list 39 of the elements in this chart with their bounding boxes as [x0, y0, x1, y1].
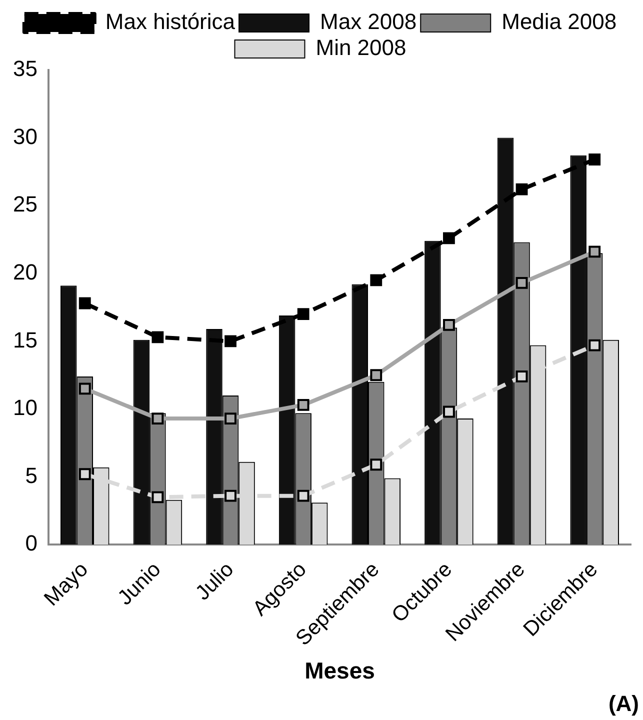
point [297, 399, 310, 411]
point [588, 246, 601, 258]
point [443, 232, 455, 244]
point [297, 308, 310, 320]
point [152, 331, 164, 344]
text: (A) [608, 691, 639, 716]
y-tick-label: 15 [12, 327, 38, 352]
y-tick-label: 30 [12, 124, 38, 149]
legend-label: Max 2008 [320, 9, 417, 34]
legend-label: Max histórica [105, 9, 236, 34]
y-tick-label: 0 [25, 530, 38, 556]
point [224, 490, 236, 502]
point [588, 154, 601, 166]
point [78, 297, 91, 310]
legend-label: Media 2008 [502, 9, 617, 34]
point [78, 468, 91, 480]
x-axis-title: Meses [304, 658, 375, 684]
point [152, 491, 164, 504]
point [370, 369, 382, 382]
point [224, 335, 236, 348]
point [516, 183, 528, 196]
point [224, 412, 236, 424]
y-tick-label: 35 [12, 56, 38, 82]
point [443, 406, 455, 418]
y-tick-label: 10 [12, 395, 38, 420]
legend-label: Min 2008 [316, 35, 406, 60]
y-tick-label: 20 [12, 259, 38, 284]
point [370, 458, 382, 471]
point [297, 490, 310, 502]
point [78, 382, 91, 395]
x-tick-label: Julio [191, 558, 238, 605]
point [370, 274, 382, 286]
point [516, 276, 528, 289]
point [516, 370, 528, 382]
point [443, 319, 455, 331]
y-tick-label: 25 [12, 192, 38, 217]
point [588, 339, 601, 352]
point [152, 412, 164, 424]
y-tick-label: 5 [25, 462, 38, 488]
